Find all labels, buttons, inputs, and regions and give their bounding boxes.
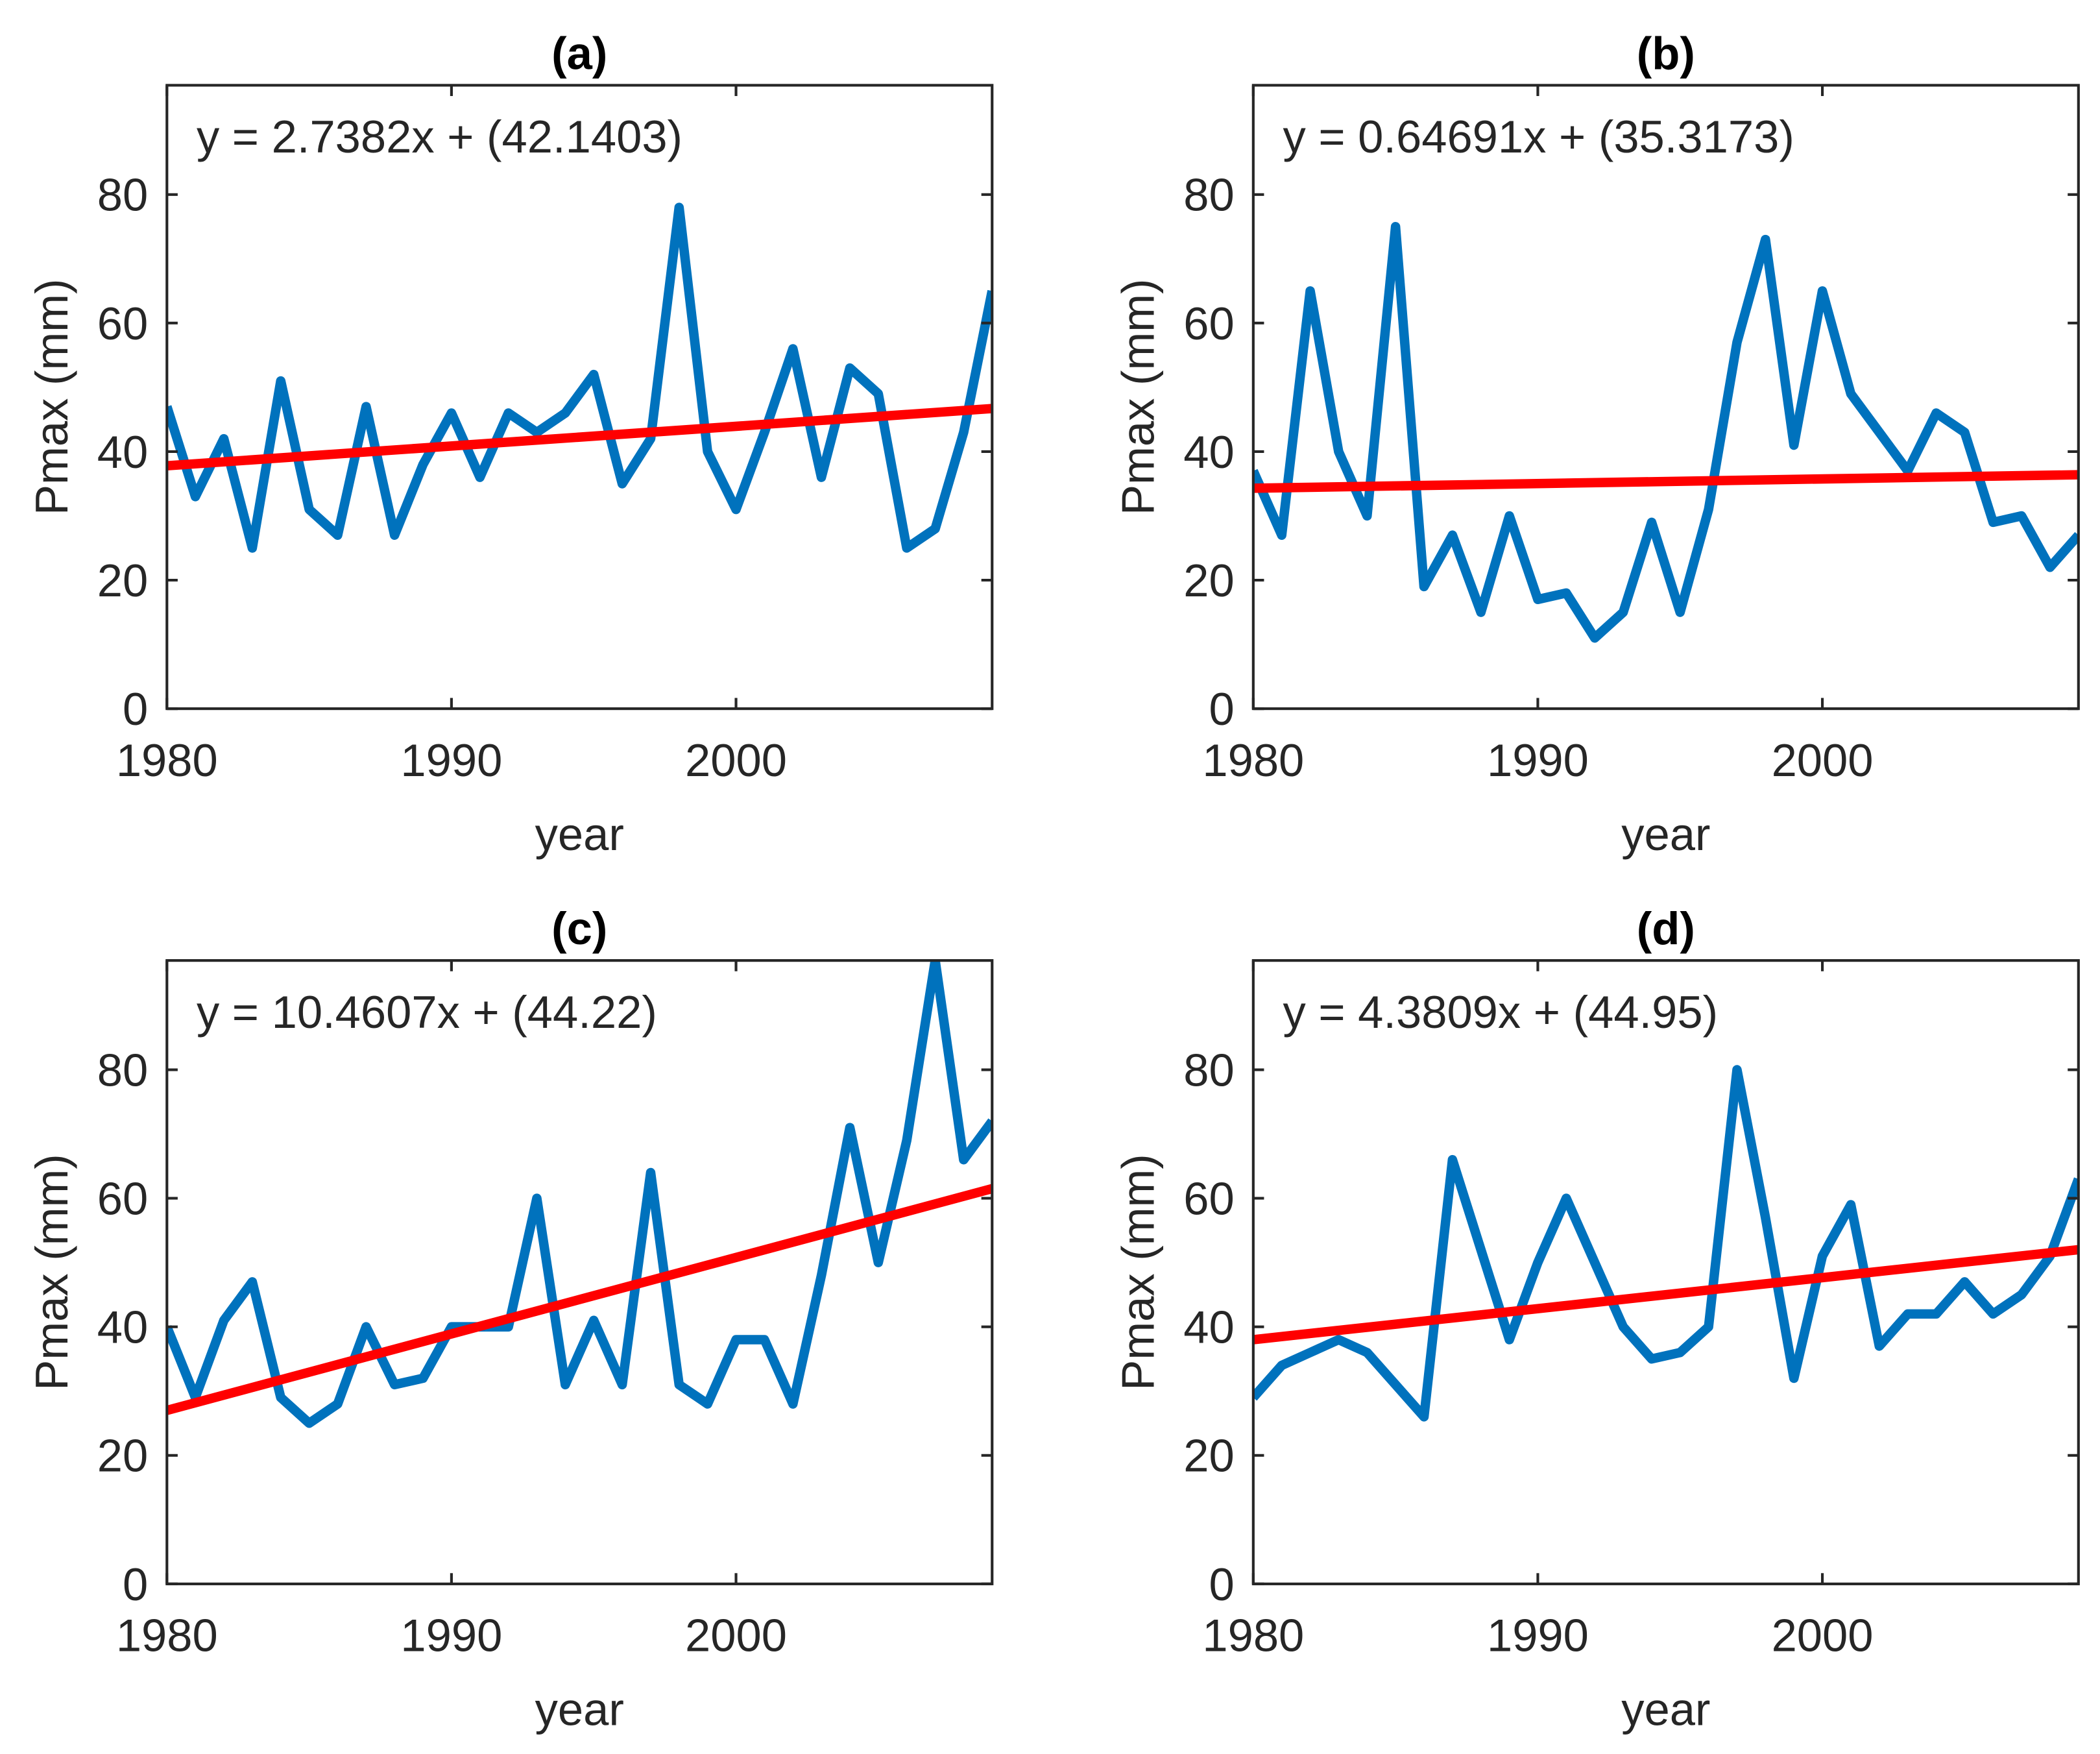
axes-box	[165, 959, 994, 1585]
y-tick-label: 20	[97, 1430, 148, 1481]
y-tick-label: 80	[1183, 1044, 1234, 1095]
y-tick-label: 60	[97, 1173, 148, 1224]
y-tick-label: 0	[123, 1559, 148, 1610]
y-tick-label: 80	[97, 1044, 148, 1095]
y-tick-label: 20	[97, 555, 148, 606]
trend-line	[1253, 1245, 2079, 1345]
y-tick-label: 60	[97, 298, 148, 349]
x-tick-label: 2000	[685, 1610, 787, 1661]
x-tick-label: 1990	[1487, 1610, 1589, 1661]
data-line	[167, 960, 993, 1428]
plot-area	[1253, 85, 2079, 709]
data-line	[1253, 222, 2079, 643]
y-tick-label: 20	[1183, 555, 1234, 606]
x-tick-label: 1990	[400, 1610, 502, 1661]
y-axis-label: Pmax (mm)	[26, 1154, 77, 1390]
panel: 0 20 40 60 80 1980 1990 2000 (b) y = 0.64691x + (…	[1112, 28, 2080, 860]
x-axis-label: year	[535, 809, 624, 860]
panel: 0 20 40 60 80 1980 1990 2000 (a) y = 2.7382x + (4…	[26, 28, 994, 860]
y-tick-label: 60	[1183, 1173, 1234, 1224]
y-tick-label: 80	[97, 169, 148, 221]
chart-title: (c)	[551, 903, 607, 954]
trend-line	[1253, 470, 2079, 493]
chart-title: (d)	[1637, 903, 1695, 954]
y-axis-label: Pmax (mm)	[26, 279, 77, 515]
y-tick-label: 0	[123, 683, 148, 735]
annotation: y = 0.64691x + (35.3173)	[1283, 111, 1794, 162]
trend-line	[167, 404, 993, 470]
y-axis-label: Pmax (mm)	[1112, 1154, 1163, 1390]
axes-box	[165, 84, 994, 711]
axes-box	[1251, 84, 2080, 711]
x-axis-label: year	[1621, 809, 1710, 860]
y-axis-label: Pmax (mm)	[1112, 279, 1163, 515]
annotation: y = 2.7382x + (42.1403)	[197, 111, 682, 162]
data-line	[1253, 1065, 2079, 1422]
x-tick-label: 1980	[1202, 1610, 1304, 1661]
x-tick-label: 1980	[116, 1610, 218, 1661]
chart-title: (a)	[551, 28, 607, 79]
annotation: y = 4.3809x + (44.95)	[1283, 986, 1718, 1038]
y-tick-label: 0	[1209, 1559, 1235, 1610]
y-tick-label: 60	[1183, 298, 1234, 349]
axes-box	[1251, 959, 2080, 1585]
plot-area	[1253, 960, 2079, 1584]
data-line	[167, 202, 993, 553]
x-axis-label: year	[1621, 1684, 1710, 1735]
x-tick-label: 2000	[1772, 1610, 1874, 1661]
x-tick-label: 2000	[685, 735, 787, 786]
trend-line	[167, 1184, 993, 1415]
y-tick-label: 40	[97, 426, 148, 478]
annotation: y = 10.4607x + (44.22)	[197, 986, 657, 1038]
x-tick-label: 1990	[400, 735, 502, 786]
panel: 0 20 40 60 80 1980 1990 2000 (d) y = 4.3809x + (4…	[1112, 903, 2080, 1735]
panel: 0 20 40 60 80 1980 1990 2000 (c) y = 10.4607x + (…	[26, 903, 994, 1735]
y-tick-label: 20	[1183, 1430, 1234, 1481]
x-tick-label: 1980	[116, 735, 218, 786]
x-tick-label: 1990	[1487, 735, 1589, 786]
y-tick-label: 40	[1183, 1302, 1234, 1353]
y-tick-label: 40	[1183, 426, 1234, 478]
y-tick-label: 40	[97, 1302, 148, 1353]
chart-title: (b)	[1637, 28, 1695, 79]
y-tick-label: 80	[1183, 169, 1234, 221]
plot-area	[167, 960, 993, 1584]
x-tick-label: 1980	[1202, 735, 1304, 786]
x-tick-label: 2000	[1772, 735, 1874, 786]
y-tick-label: 0	[1209, 683, 1235, 735]
x-axis-label: year	[535, 1684, 624, 1735]
